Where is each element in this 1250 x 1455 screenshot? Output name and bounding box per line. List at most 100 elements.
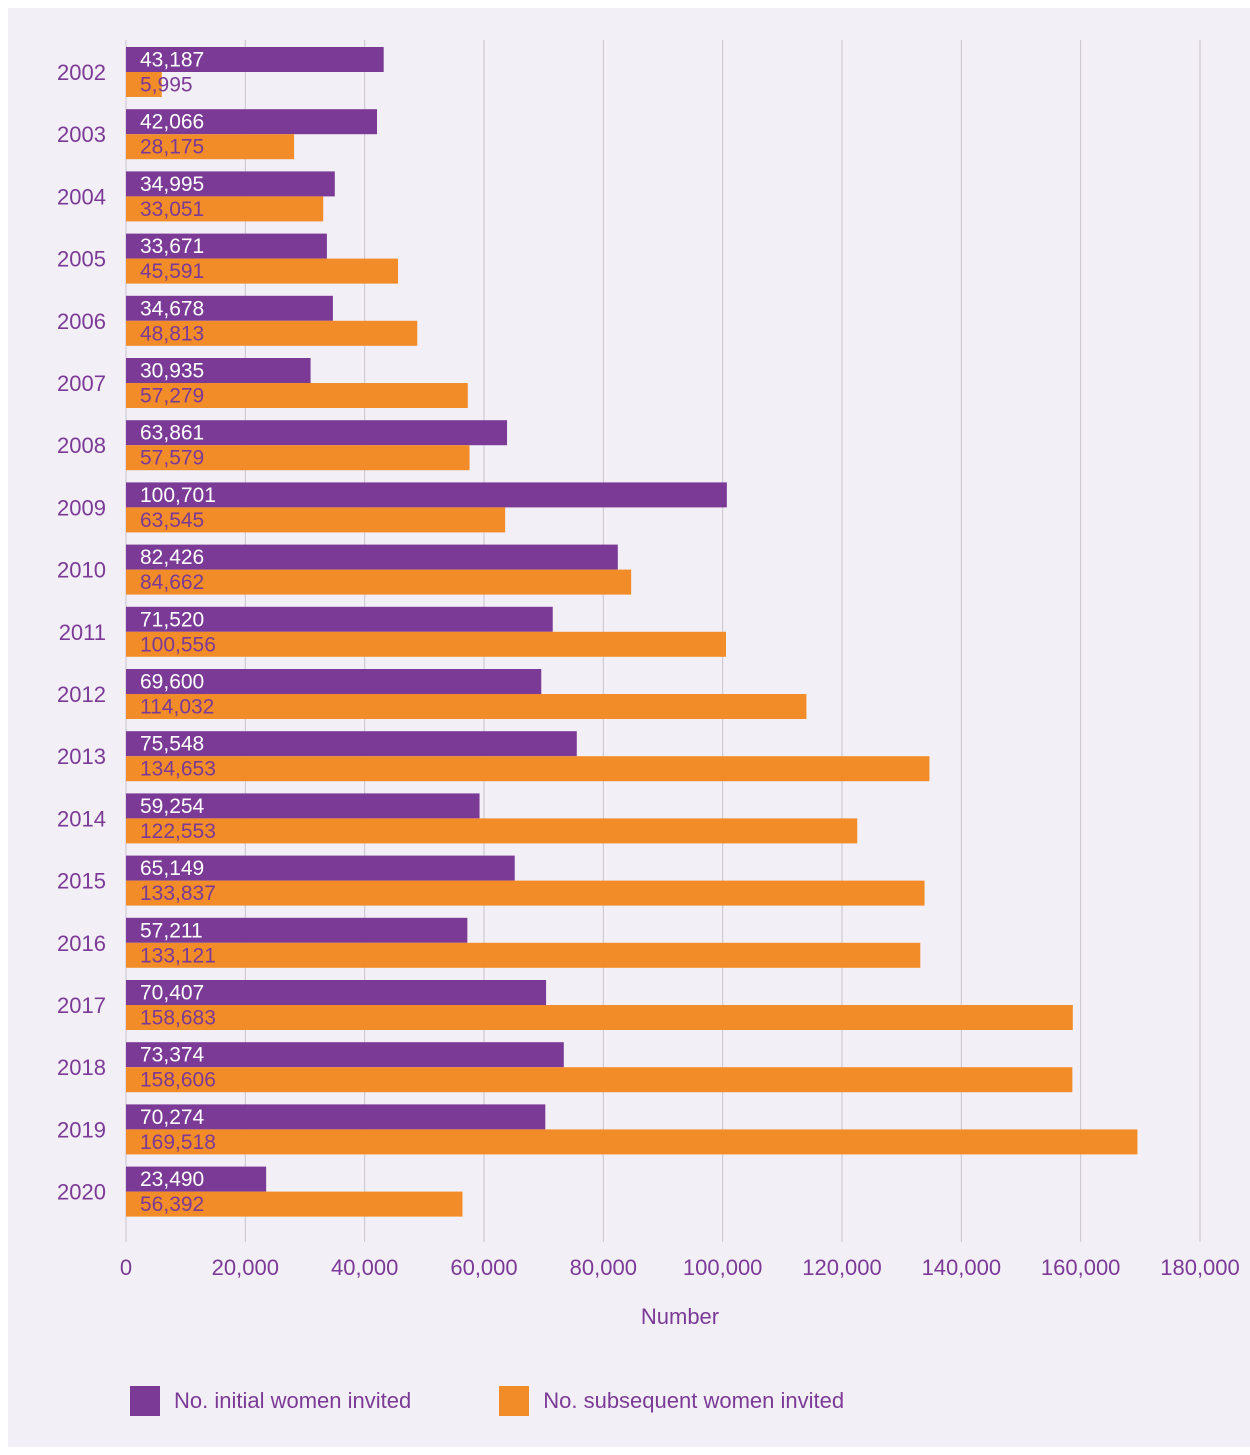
bar-subsequent <box>126 631 726 657</box>
bar-initial <box>126 917 468 943</box>
bar-subsequent <box>126 258 399 284</box>
year-label: 2006 <box>57 309 106 334</box>
x-tick-label: 180,000 <box>1160 1255 1240 1280</box>
bar-value-label-initial: 70,407 <box>140 982 204 1005</box>
bar-value-label-subsequent: 114,032 <box>140 696 214 719</box>
bar-value-label-subsequent: 63,545 <box>140 509 204 532</box>
year-label: 2017 <box>57 993 106 1018</box>
bar-initial <box>126 420 508 446</box>
bar-initial <box>126 669 542 694</box>
bar-subsequent <box>126 569 632 595</box>
x-tick-label: 160,000 <box>1041 1255 1121 1280</box>
bar-initial <box>126 358 311 383</box>
bar-initial <box>126 544 618 570</box>
year-label: 2012 <box>57 682 106 707</box>
bar-value-label-initial: 63,861 <box>140 422 204 445</box>
legend: No. initial women invited No. subsequent… <box>130 1386 932 1416</box>
bar-value-label-subsequent: 56,392 <box>140 1193 204 1216</box>
year-label: 2010 <box>57 558 106 583</box>
bar-initial <box>126 731 577 757</box>
bar-initial <box>126 1042 564 1068</box>
x-axis-tick-labels: 0 20,000 40,000 60,000 80,000 100,000 120,000 1… <box>120 1255 1240 1280</box>
year-label: 2011 <box>59 620 106 645</box>
year-label: 2018 <box>57 1055 106 1080</box>
bar-initial <box>126 793 480 819</box>
bar-initial <box>126 980 547 1005</box>
bar-initial <box>126 606 553 632</box>
bar-initial <box>126 1166 267 1192</box>
bar-subsequent <box>126 942 921 968</box>
bar-subsequent <box>126 134 295 160</box>
bar-value-label-initial: 42,066 <box>140 111 204 134</box>
bar-subsequent <box>126 196 324 222</box>
bar-initial <box>126 1104 546 1130</box>
bar-subsequent <box>126 1191 463 1217</box>
bar-value-label-subsequent: 28,175 <box>140 136 204 159</box>
year-label: 2020 <box>57 1180 106 1205</box>
bar-initial <box>126 233 327 259</box>
year-label: 2005 <box>57 247 106 272</box>
x-tick-label: 0 <box>120 1255 132 1280</box>
bar-initial <box>126 482 727 508</box>
x-tick-label: 20,000 <box>212 1255 279 1280</box>
bar-value-label-initial: 30,935 <box>140 360 204 383</box>
bar-value-label-initial: 57,211 <box>140 919 203 942</box>
chart-panel: 43,187 5,995 42,066 28,175 34,995 33,051 33,67… <box>8 8 1250 1447</box>
bar-value-label-subsequent: 134,653 <box>140 758 216 781</box>
bar-subsequent <box>126 818 858 844</box>
bar-subsequent <box>126 880 925 906</box>
bar-value-label-initial: 59,254 <box>140 795 205 818</box>
bar-value-label-subsequent: 100,556 <box>140 633 216 656</box>
bar-subsequent <box>126 72 162 97</box>
bar-initial <box>126 109 377 135</box>
bar-value-label-initial: 70,274 <box>140 1106 205 1129</box>
x-tick-label: 60,000 <box>450 1255 517 1280</box>
year-axis-labels: 2002 2003 2004 2005 2006 2007 2008 2009 2010 2011… <box>57 60 106 1205</box>
legend-item-initial: No. initial women invited <box>130 1386 411 1416</box>
bar-subsequent <box>126 694 807 719</box>
legend-item-subsequent: No. subsequent women invited <box>499 1386 844 1416</box>
bars <box>126 47 1138 1217</box>
legend-swatch-subsequent <box>499 1386 530 1416</box>
bar-subsequent <box>126 1067 1073 1093</box>
bar-value-label-initial: 65,149 <box>140 857 204 880</box>
bar-value-label-subsequent: 84,662 <box>140 571 204 594</box>
bar-value-label-subsequent: 48,813 <box>140 322 204 345</box>
bar-value-label-initial: 23,490 <box>140 1168 204 1191</box>
legend-label-subsequent: No. subsequent women invited <box>543 1388 845 1413</box>
bar-value-label-initial: 43,187 <box>140 49 204 72</box>
bar-subsequent <box>126 1129 1138 1155</box>
bar-subsequent <box>126 756 930 782</box>
bar-value-label-initial: 33,671 <box>140 235 204 258</box>
bar-value-label-subsequent: 169,518 <box>140 1131 216 1154</box>
x-tick-label: 140,000 <box>922 1255 1002 1280</box>
bar-value-label-subsequent: 57,579 <box>140 447 204 470</box>
bar-initial <box>126 855 515 881</box>
bar-initial <box>126 171 335 197</box>
bar-subsequent <box>126 320 418 346</box>
x-tick-label: 40,000 <box>331 1255 398 1280</box>
bar-subsequent <box>126 1005 1073 1030</box>
bar-value-label-subsequent: 57,279 <box>140 385 204 408</box>
year-label: 2002 <box>57 60 106 85</box>
year-label: 2004 <box>57 184 106 209</box>
bar-value-label-initial: 82,426 <box>140 546 204 569</box>
x-axis-title: Number <box>641 1304 719 1329</box>
bar-value-label-subsequent: 122,553 <box>140 820 216 843</box>
legend-label-initial: No. initial women invited <box>174 1388 412 1413</box>
year-label: 2008 <box>57 433 106 458</box>
year-label: 2013 <box>57 744 106 769</box>
bar-value-label-initial: 100,701 <box>140 484 216 507</box>
x-tick-label: 100,000 <box>683 1255 763 1280</box>
year-label: 2003 <box>57 122 106 147</box>
x-tick-label: 80,000 <box>570 1255 637 1280</box>
bar-value-label-initial: 71,520 <box>140 608 204 631</box>
x-tick-label: 120,000 <box>802 1255 882 1280</box>
bar-value-label-initial: 34,995 <box>140 173 204 196</box>
bar-subsequent <box>126 383 468 408</box>
bar-value-label-subsequent: 158,683 <box>140 1007 216 1030</box>
bar-value-label-subsequent: 158,606 <box>140 1069 216 1092</box>
year-label: 2014 <box>57 806 106 831</box>
bar-value-label-initial: 75,548 <box>140 733 204 756</box>
